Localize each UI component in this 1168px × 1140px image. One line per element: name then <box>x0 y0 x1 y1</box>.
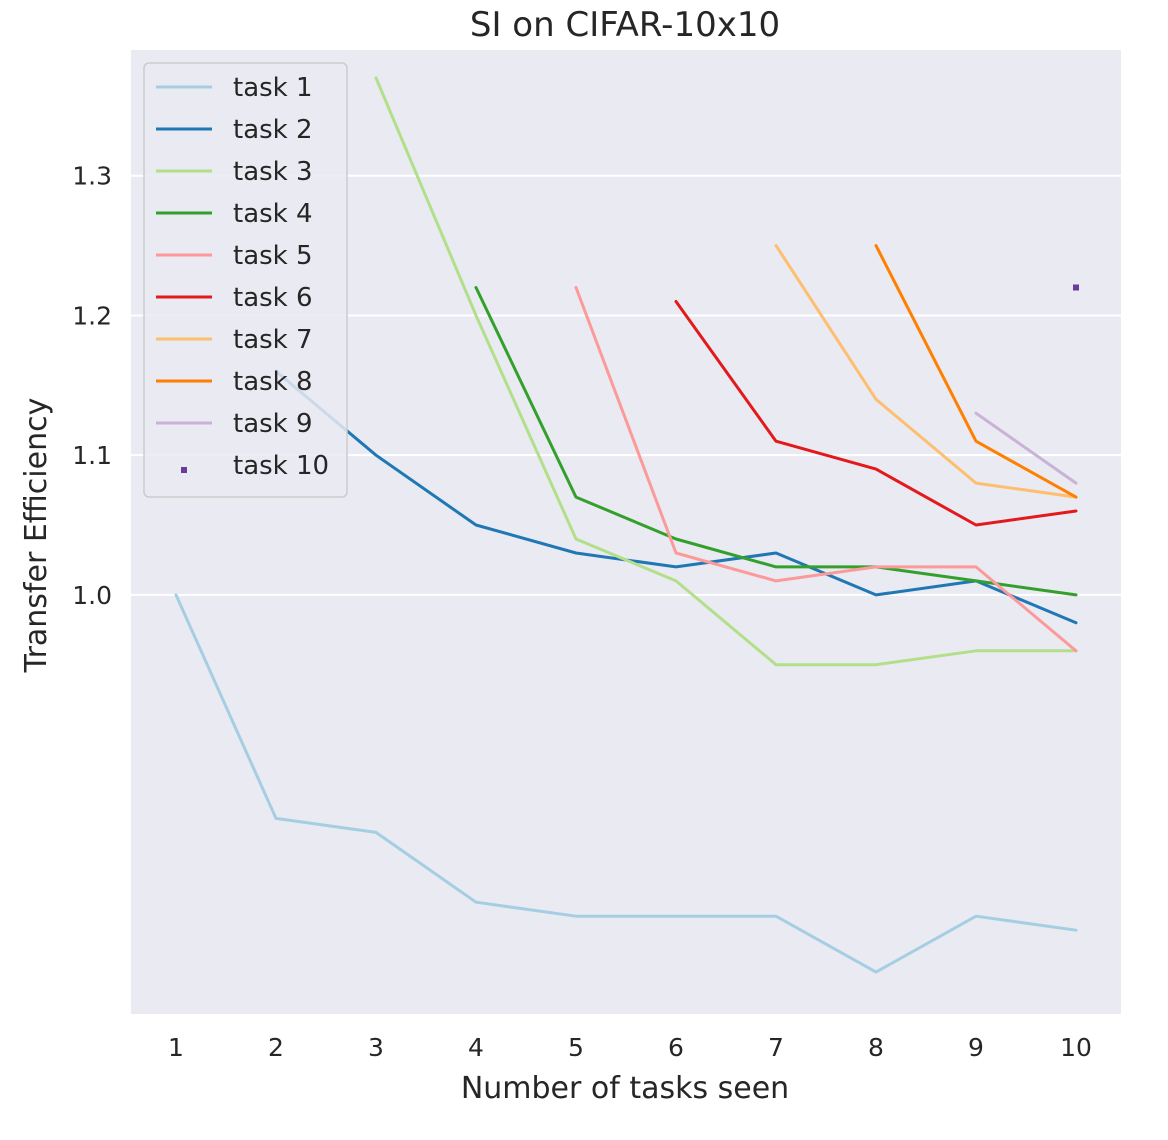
x-axis-ticks: 1 2 3 4 5 6 7 8 9 10 <box>168 1033 1092 1062</box>
series-line-task-5 <box>574 286 1078 653</box>
legend-label-task-7: task 7 <box>233 325 313 355</box>
series-line-task-4 <box>474 286 1078 597</box>
series-point-task-10 <box>1073 284 1079 291</box>
x-tick-label: 6 <box>668 1033 684 1062</box>
y-axis-label: Transfer Efficiency <box>19 398 54 674</box>
legend-label-task-2: task 2 <box>233 115 313 145</box>
x-tick-label: 3 <box>368 1033 384 1062</box>
x-tick-label: 4 <box>468 1033 484 1062</box>
x-tick-label: 10 <box>1060 1033 1092 1062</box>
x-tick-label: 1 <box>168 1033 184 1062</box>
legend-label-task-10: task 10 <box>233 451 329 481</box>
x-tick-label: 8 <box>868 1033 884 1062</box>
x-axis-label: Number of tasks seen <box>461 1071 789 1106</box>
legend-label-task-1: task 1 <box>233 73 313 103</box>
series-line-task-7 <box>774 244 1078 499</box>
x-tick-label: 9 <box>968 1033 984 1062</box>
legend: task 1 task 2 task 3 task 4 task 5 task 6 task… <box>143 62 348 498</box>
legend-swatch-task-10 <box>181 467 187 473</box>
legend-label-task-3: task 3 <box>233 157 313 187</box>
legend-label-task-6: task 6 <box>233 283 313 313</box>
x-tick-label: 5 <box>568 1033 584 1062</box>
legend-label-task-9: task 9 <box>233 409 313 439</box>
y-tick-label: 1.3 <box>72 162 112 191</box>
series-line-task-9 <box>974 411 1078 485</box>
legend-label-task-4: task 4 <box>233 199 313 229</box>
x-tick-label: 2 <box>268 1033 284 1062</box>
series-line-task-3 <box>374 76 1078 667</box>
y-tick-label: 1.2 <box>72 301 112 330</box>
series-line-task-6 <box>674 300 1078 527</box>
x-tick-label: 7 <box>768 1033 784 1062</box>
y-axis-ticks: 1.0 1.1 1.2 1.3 <box>72 162 112 610</box>
y-tick-label: 1.0 <box>72 581 112 610</box>
legend-label-task-5: task 5 <box>233 241 313 271</box>
series-line-task-8 <box>874 244 1078 499</box>
legend-label-task-8: task 8 <box>233 367 313 397</box>
series-line-task-2 <box>274 369 1078 625</box>
chart-title: SI on CIFAR-10x10 <box>470 5 780 45</box>
y-tick-label: 1.1 <box>72 441 112 470</box>
series-lines <box>174 76 1079 974</box>
series-line-task-1 <box>174 593 1078 974</box>
